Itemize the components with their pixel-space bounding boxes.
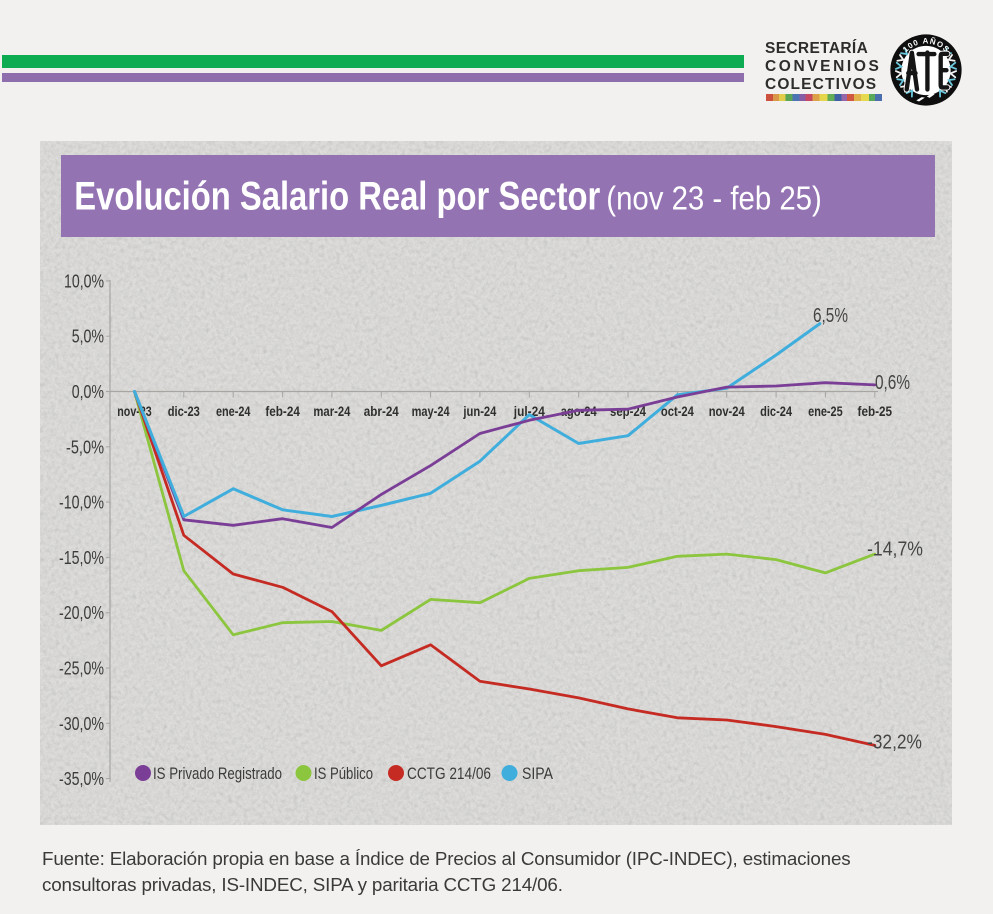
svg-text:SIPA: SIPA: [522, 764, 554, 783]
svg-text:ene-24: ene-24: [216, 403, 251, 419]
svg-text:feb-25: feb-25: [858, 403, 893, 419]
svg-text:0: 0: [906, 40, 915, 50]
svg-text:10,0%: 10,0%: [64, 270, 104, 291]
svg-text:-10,0%: -10,0%: [59, 492, 104, 513]
svg-text:dic-23: dic-23: [168, 403, 200, 419]
svg-text:nov-23: nov-23: [117, 403, 152, 419]
svg-text:6,5%: 6,5%: [813, 305, 848, 327]
svg-text:ene-25: ene-25: [808, 403, 843, 419]
svg-text:S: S: [941, 44, 951, 54]
svg-text:IS Privado Registrado: IS Privado Registrado: [153, 764, 282, 783]
svg-text:-25,0%: -25,0%: [59, 658, 104, 679]
svg-text:oct-24: oct-24: [661, 403, 694, 419]
svg-text:feb-24: feb-24: [265, 403, 300, 419]
svg-text:0: 0: [912, 38, 920, 48]
svg-text:nov-24: nov-24: [709, 403, 745, 419]
svg-text:may-24: may-24: [412, 403, 450, 419]
svg-text:-35,0%: -35,0%: [59, 768, 104, 789]
svg-text:mar-24: mar-24: [313, 403, 350, 419]
svg-text:0,6%: 0,6%: [875, 372, 910, 394]
svg-text:A: A: [922, 36, 928, 45]
svg-text:-20,0%: -20,0%: [59, 602, 104, 623]
svg-text:-30,0%: -30,0%: [59, 713, 104, 734]
svg-text:Evolución Salario Real por Sec: Evolución Salario Real por Sector: [74, 175, 600, 219]
svg-text:-5,0%: -5,0%: [66, 436, 104, 457]
svg-text:abr-24: abr-24: [364, 403, 399, 419]
svg-text:Ñ: Ñ: [929, 37, 937, 47]
svg-text:(nov 23 - feb 25): (nov 23 - feb 25): [606, 180, 822, 217]
svg-text:-14,7%: -14,7%: [867, 539, 923, 561]
svg-text:IS Público: IS Público: [314, 764, 373, 783]
svg-text:-15,0%: -15,0%: [59, 547, 104, 568]
svg-text:dic-24: dic-24: [760, 403, 792, 419]
svg-text:0,0%: 0,0%: [72, 381, 104, 402]
svg-text:O: O: [935, 39, 945, 50]
svg-text:jun-24: jun-24: [463, 403, 497, 419]
svg-text:-32,2%: -32,2%: [867, 732, 922, 754]
svg-text:1: 1: [901, 44, 911, 54]
svg-text:5,0%: 5,0%: [72, 326, 104, 347]
svg-text:CCTG 214/06: CCTG 214/06: [407, 764, 491, 783]
svg-text:jul-24: jul-24: [513, 403, 545, 419]
